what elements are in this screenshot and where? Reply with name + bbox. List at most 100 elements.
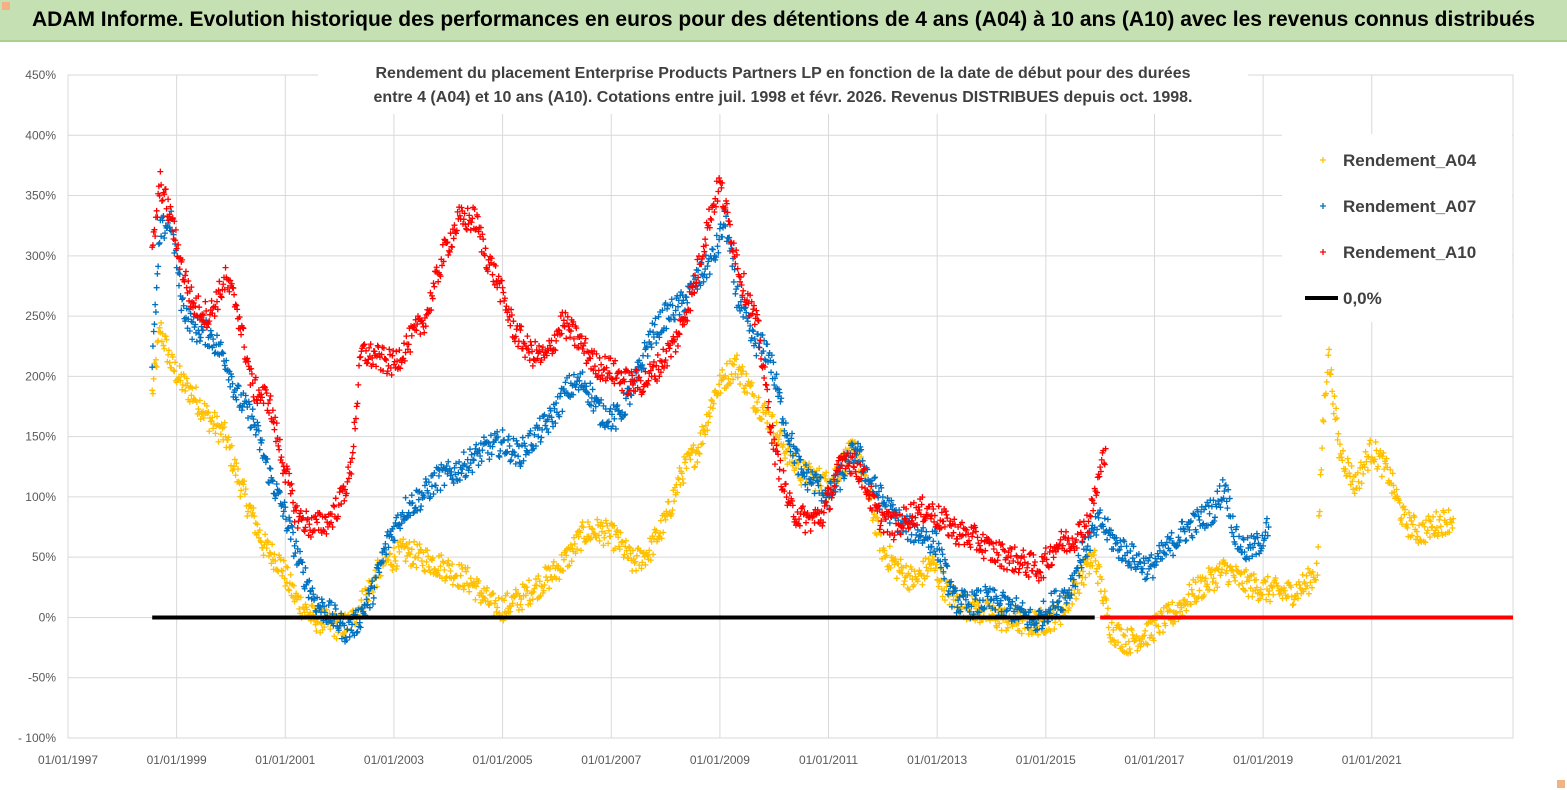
data-point — [1236, 581, 1243, 588]
data-point — [795, 460, 802, 467]
data-point — [933, 561, 940, 568]
data-point — [481, 595, 488, 602]
data-point — [914, 578, 921, 585]
data-point — [580, 524, 587, 531]
data-point — [478, 590, 485, 597]
data-point — [276, 446, 283, 453]
data-point — [332, 495, 339, 502]
data-point — [280, 557, 287, 564]
data-point — [754, 407, 761, 414]
data-point — [519, 434, 526, 441]
data-point — [234, 466, 241, 473]
data-point — [971, 601, 978, 608]
data-point — [1016, 565, 1023, 572]
data-point — [369, 589, 376, 596]
data-point — [495, 594, 502, 601]
data-point — [895, 560, 902, 567]
data-point — [1089, 562, 1096, 569]
data-point — [935, 503, 942, 510]
data-point — [679, 475, 686, 482]
data-point — [404, 552, 411, 559]
data-point — [730, 361, 737, 368]
data-point — [1047, 628, 1054, 635]
data-point — [321, 624, 328, 631]
data-point — [879, 493, 886, 500]
data-point — [188, 392, 195, 399]
data-point — [623, 547, 630, 554]
data-point — [615, 534, 622, 541]
data-point — [974, 534, 981, 541]
data-point — [392, 557, 399, 564]
data-point — [349, 449, 356, 456]
data-point — [183, 375, 190, 382]
data-point — [579, 519, 586, 526]
data-point — [1083, 561, 1090, 568]
data-point — [763, 382, 770, 389]
data-point — [251, 513, 258, 520]
data-point — [1335, 430, 1342, 437]
data-point — [518, 596, 525, 603]
data-point — [232, 472, 239, 479]
data-point — [1232, 563, 1239, 570]
data-point — [152, 301, 159, 308]
data-point — [538, 434, 545, 441]
data-point — [1436, 516, 1443, 523]
data-point — [505, 436, 512, 443]
data-point — [980, 555, 987, 562]
data-point — [727, 380, 734, 387]
data-point — [732, 290, 739, 297]
data-point — [396, 548, 403, 555]
data-point — [540, 587, 547, 594]
data-point — [1090, 552, 1097, 559]
data-point — [464, 456, 471, 463]
data-point — [1232, 577, 1239, 584]
x-tick-label: 01/01/1997 — [38, 753, 98, 767]
data-point — [1243, 566, 1250, 573]
data-point — [718, 184, 725, 191]
data-point — [582, 538, 589, 545]
data-point — [740, 287, 747, 294]
data-point — [751, 321, 758, 328]
data-point — [691, 464, 698, 471]
data-point — [1104, 516, 1111, 523]
data-point — [1202, 575, 1209, 582]
data-point — [238, 487, 245, 494]
data-point — [1162, 622, 1169, 629]
data-point — [281, 575, 288, 582]
data-point — [212, 430, 219, 437]
data-point — [626, 545, 633, 552]
data-point — [512, 586, 519, 593]
data-point — [1122, 641, 1129, 648]
data-point — [209, 414, 216, 421]
data-point — [708, 396, 715, 403]
data-point — [583, 537, 590, 544]
data-point — [278, 454, 285, 461]
data-point — [1206, 586, 1213, 593]
data-point — [416, 541, 423, 548]
data-point — [165, 347, 172, 354]
data-point — [414, 554, 421, 561]
data-point — [297, 594, 304, 601]
data-point — [524, 587, 531, 594]
data-point — [1206, 510, 1213, 517]
data-point — [1139, 569, 1146, 576]
data-point — [589, 526, 596, 533]
data-point — [294, 524, 301, 531]
data-point — [354, 628, 361, 635]
data-point — [967, 544, 974, 551]
data-point — [431, 283, 438, 290]
data-point — [419, 562, 426, 569]
chart-title-line: Rendement du placement Enterprise Produc… — [376, 65, 1191, 82]
data-point — [333, 635, 340, 642]
data-point — [944, 515, 951, 522]
data-point — [529, 596, 536, 603]
data-point — [722, 372, 729, 379]
data-point — [449, 581, 456, 588]
data-point — [598, 519, 605, 526]
data-point — [459, 565, 466, 572]
data-point — [475, 462, 482, 469]
data-point — [464, 205, 471, 212]
data-point — [152, 356, 159, 363]
data-point — [478, 458, 485, 465]
data-point — [513, 326, 520, 333]
